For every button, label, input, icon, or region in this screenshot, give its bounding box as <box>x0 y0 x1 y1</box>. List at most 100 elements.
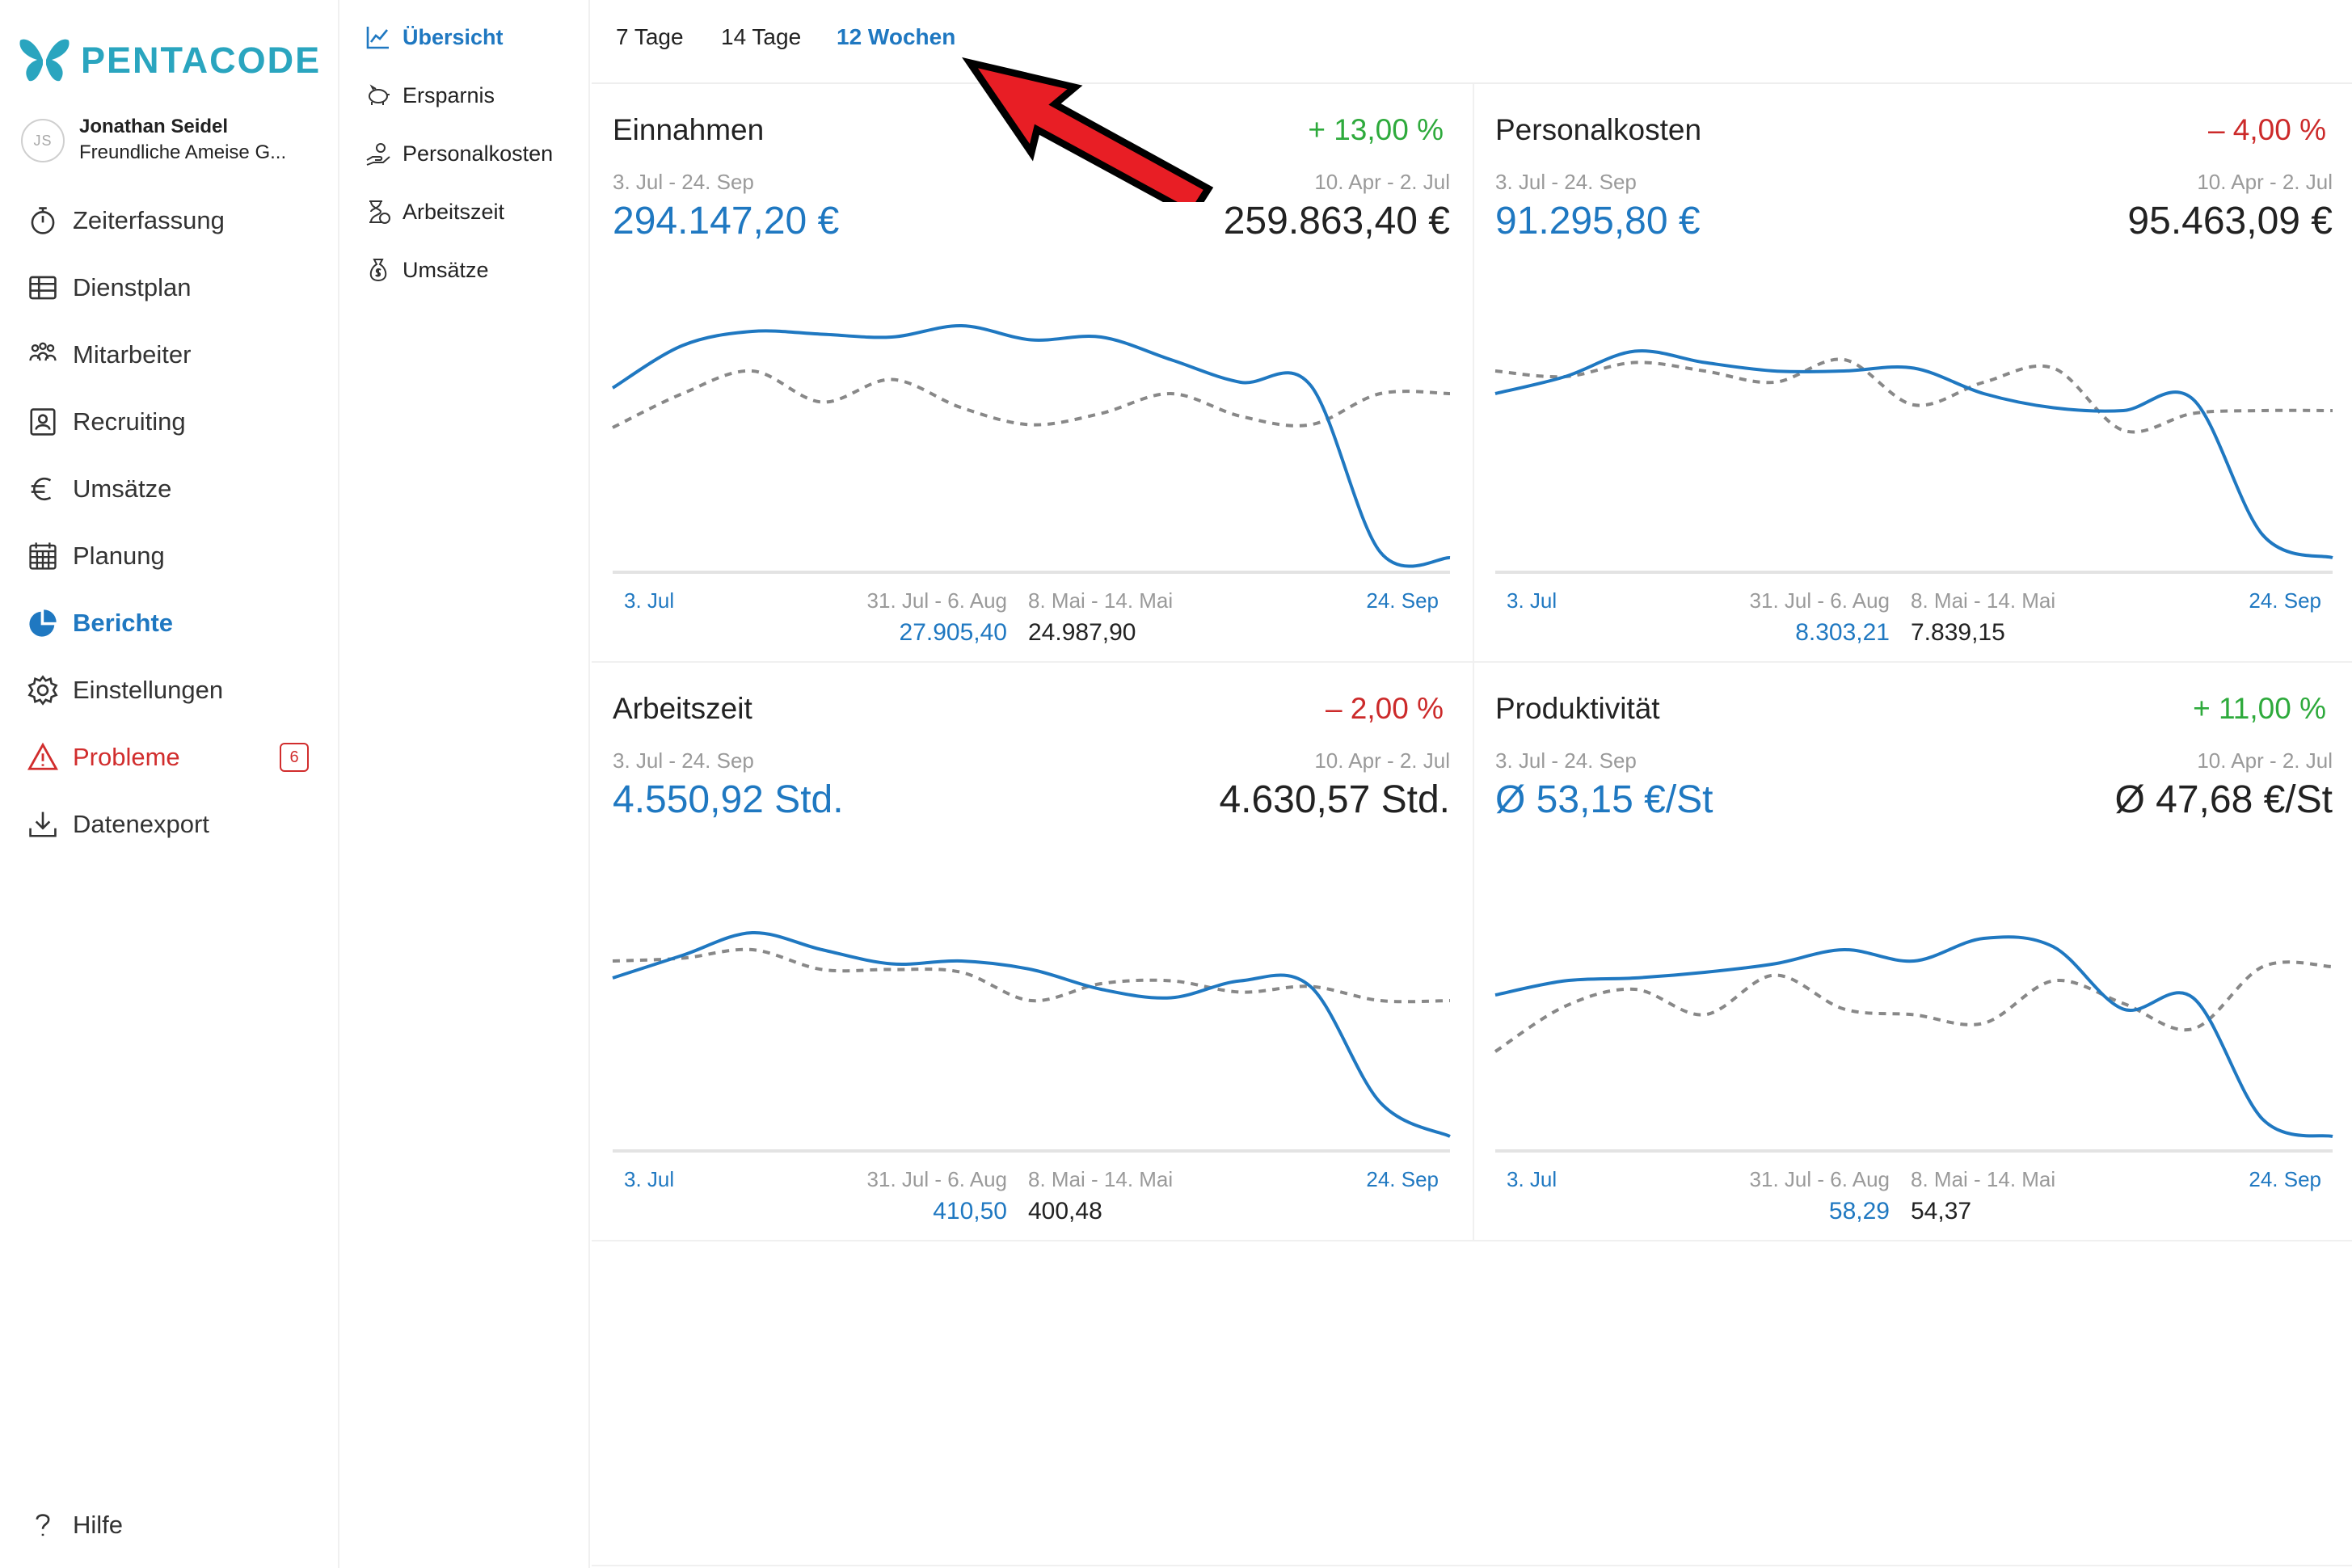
current-value: 294.147,20 € <box>613 200 840 242</box>
axis-end-label: 24. Sep <box>2249 1167 2321 1191</box>
subnav-item-label: Umsätze <box>403 257 489 282</box>
sidebar-item-mitarbeiter[interactable]: Mitarbeiter <box>27 335 191 375</box>
problem-count-badge: 6 <box>280 743 309 772</box>
series-line-previous <box>612 947 1451 1004</box>
sidebar-item-label: Zeiterfassung <box>73 206 225 234</box>
best-previous-range: 8. Mai - 14. Mai <box>1028 588 1174 613</box>
pie-chart-icon <box>29 609 57 637</box>
sidebar-item-probleme[interactable]: Probleme <box>27 737 180 778</box>
subnav-item-ersparnis[interactable]: Ersparnis <box>365 78 495 113</box>
tab-12-wochen[interactable]: 12 Wochen <box>837 24 956 49</box>
subnav-item-personalkosten[interactable]: Personalkosten <box>365 136 553 171</box>
subnav-item-arbeitszeit[interactable]: Arbeitszeit <box>365 194 504 230</box>
sidebar-item-label: Datenexport <box>73 810 209 838</box>
kpi-card-arbeitszeit[interactable]: Arbeitszeit – 2,00 % 3. Jul - 24. Sep 10… <box>592 663 1473 1241</box>
user-profile[interactable]: JS Jonathan Seidel Freundliche Ameise G.… <box>21 115 286 166</box>
subnav-item-label: Arbeitszeit <box>403 199 505 224</box>
divider <box>592 1565 2352 1566</box>
series-line-previous <box>1494 357 2333 434</box>
kpi-card-einnahmen[interactable]: Einnahmen + 13,00 % 3. Jul - 24. Sep 10.… <box>592 84 1473 663</box>
report-subnav: Übersicht Ersparnis Personalkosten Arbei… <box>341 0 590 1568</box>
series-line-previous <box>612 369 1451 429</box>
line-chart <box>1494 935 2333 1153</box>
warning-icon <box>27 742 58 770</box>
sidebar-item-planung[interactable]: Planung <box>27 536 165 576</box>
hand-money-icon <box>366 143 390 166</box>
axis-start-label: 3. Jul <box>1507 1167 1557 1191</box>
card-title: Personalkosten <box>1495 113 1702 146</box>
tab-14-tage[interactable]: 14 Tage <box>721 24 802 49</box>
line-chart <box>611 323 1451 574</box>
piggy-bank-icon <box>369 84 390 105</box>
logo-text: PENTACODE <box>81 40 322 81</box>
money-bag-icon <box>369 259 387 282</box>
sidebar-item-label: Umsätze <box>73 474 172 503</box>
butterfly-logo-icon <box>19 39 70 82</box>
sidebar-item-label: Dienstplan <box>73 273 192 301</box>
download-icon <box>29 811 57 837</box>
previous-value: Ø 47,68 €/St <box>2114 778 2333 821</box>
change-badge: – 2,00 % <box>1325 692 1444 725</box>
best-previous-value: 24.987,90 <box>1028 619 1136 646</box>
previous-range: 10. Apr - 2. Jul <box>1314 170 1450 194</box>
best-current-range: 31. Jul - 6. Aug <box>866 588 1007 613</box>
line-chart-icon <box>366 27 389 49</box>
best-current-value: 8.303,21 <box>1795 619 1890 646</box>
card-title: Produktivität <box>1495 692 1660 725</box>
subnav-item-uebersicht[interactable]: Übersicht <box>365 19 504 55</box>
previous-value: 4.630,57 Std. <box>1219 778 1450 821</box>
sidebar-item-label: Recruiting <box>73 407 186 436</box>
kpi-card-personalkosten[interactable]: Personalkosten – 4,00 % 3. Jul - 24. Sep… <box>1473 84 2352 663</box>
previous-range: 10. Apr - 2. Jul <box>1314 748 1450 773</box>
user-company: Freundliche Ameise G... <box>79 141 287 163</box>
sidebar-item-datenexport[interactable]: Datenexport <box>27 804 209 845</box>
sidebar-item-recruiting[interactable]: Recruiting <box>27 402 186 442</box>
best-current-value: 58,29 <box>1828 1198 1890 1224</box>
series-line-current <box>611 323 1451 568</box>
subnav-item-label: Personalkosten <box>403 141 554 166</box>
calendar-icon <box>29 542 57 570</box>
axis-start-label: 3. Jul <box>1507 588 1557 613</box>
change-badge: + 13,00 % <box>1308 113 1444 146</box>
sidebar-item-label: Berichte <box>73 609 174 637</box>
help-label: Hilfe <box>73 1511 124 1539</box>
current-range: 3. Jul - 24. Sep <box>613 170 754 194</box>
help-link[interactable]: Hilfe <box>27 1505 123 1545</box>
series-line-current <box>612 930 1451 1138</box>
best-previous-value: 7.839,15 <box>1911 619 2005 646</box>
best-previous-range: 8. Mai - 14. Mai <box>1911 588 2056 613</box>
best-previous-range: 8. Mai - 14. Mai <box>1028 1167 1174 1191</box>
sidebar-item-berichte[interactable]: Berichte <box>27 603 173 643</box>
series-line-current <box>1494 935 2333 1138</box>
subnav-item-label: Übersicht <box>403 24 504 49</box>
best-current-range: 31. Jul - 6. Aug <box>1749 1167 1890 1191</box>
current-value: 4.550,92 Std. <box>613 778 844 821</box>
period-tabs: 7 Tage 14 Tage 12 Wochen <box>592 0 2352 84</box>
card-title: Arbeitszeit <box>613 692 752 725</box>
sidebar-item-umsaetze[interactable]: Umsätze <box>27 469 171 509</box>
best-previous-range: 8. Mai - 14. Mai <box>1911 1167 2056 1191</box>
id-card-icon <box>30 408 56 436</box>
axis-start-label: 3. Jul <box>624 1167 675 1191</box>
sidebar-item-zeiterfassung[interactable]: Zeiterfassung <box>27 200 225 241</box>
best-previous-value: 400,48 <box>1028 1198 1102 1224</box>
sidebar-item-dienstplan[interactable]: Dienstplan <box>27 268 191 308</box>
user-name: Jonathan Seidel <box>79 116 229 137</box>
series-line-previous <box>1494 960 2333 1053</box>
annotation-arrow-icon <box>962 57 1214 202</box>
people-icon <box>29 342 57 361</box>
sidebar-item-einstellungen[interactable]: Einstellungen <box>27 670 223 710</box>
kpi-card-produktivitaet[interactable]: Produktivität + 11,00 % 3. Jul - 24. Sep… <box>1473 663 2352 1241</box>
subnav-item-umsaetze[interactable]: Umsätze <box>365 252 489 288</box>
card-title: Einnahmen <box>613 113 765 146</box>
tab-7-tage[interactable]: 7 Tage <box>616 24 684 49</box>
axis-end-label: 24. Sep <box>1366 588 1439 613</box>
sidebar-item-label: Mitarbeiter <box>73 340 192 369</box>
question-icon <box>36 1514 50 1536</box>
current-value: 91.295,80 € <box>1495 200 1701 242</box>
axis-end-label: 24. Sep <box>2249 588 2321 613</box>
previous-value: 259.863,40 € <box>1223 200 1450 242</box>
logo[interactable]: PENTACODE <box>18 34 321 87</box>
current-range: 3. Jul - 24. Sep <box>613 748 754 773</box>
best-current-value: 410,50 <box>933 1198 1007 1224</box>
